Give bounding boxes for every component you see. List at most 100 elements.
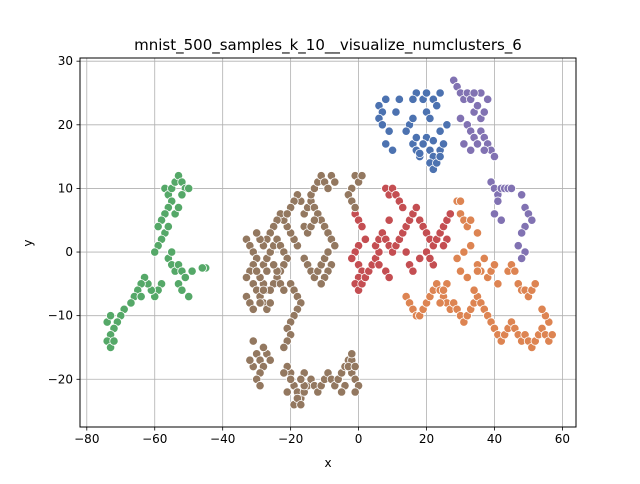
data-point bbox=[411, 132, 421, 143]
data-point bbox=[184, 183, 194, 194]
data-point bbox=[374, 260, 384, 270]
data-point bbox=[510, 266, 520, 276]
data-point bbox=[479, 145, 489, 155]
data-point bbox=[472, 139, 483, 149]
x-tick-label: −60 bbox=[142, 432, 167, 446]
data-point bbox=[408, 113, 418, 124]
data-point bbox=[248, 304, 258, 314]
data-point bbox=[150, 247, 160, 257]
data-point bbox=[445, 209, 455, 219]
data-point bbox=[411, 202, 421, 213]
series-2 bbox=[449, 75, 537, 264]
data-point bbox=[415, 253, 425, 264]
data-point bbox=[265, 298, 275, 308]
data-point bbox=[469, 88, 479, 98]
data-point bbox=[252, 228, 262, 238]
data-point bbox=[262, 266, 272, 276]
data-point bbox=[323, 247, 333, 257]
data-point bbox=[442, 120, 452, 130]
data-point bbox=[421, 88, 432, 98]
data-point bbox=[282, 209, 292, 219]
data-point bbox=[466, 241, 476, 251]
data-point bbox=[387, 145, 398, 155]
data-point bbox=[105, 311, 116, 321]
data-point bbox=[517, 253, 527, 264]
data-point bbox=[438, 241, 449, 251]
data-point bbox=[377, 120, 387, 130]
x-tick-label: −80 bbox=[74, 432, 99, 446]
data-point bbox=[479, 107, 489, 117]
y-tick-label: 20 bbox=[58, 118, 73, 132]
data-point bbox=[459, 139, 469, 149]
data-point bbox=[537, 304, 547, 314]
y-axis-label: y bbox=[21, 239, 35, 246]
data-point bbox=[323, 183, 333, 194]
data-point bbox=[252, 266, 262, 276]
y-tick-label: 30 bbox=[58, 54, 73, 68]
x-tick-label: 60 bbox=[555, 432, 570, 446]
x-tick-label: −20 bbox=[278, 432, 303, 446]
data-point bbox=[316, 279, 326, 289]
data-point bbox=[330, 241, 340, 251]
data-point bbox=[258, 285, 269, 295]
data-point bbox=[336, 387, 347, 397]
data-point bbox=[126, 298, 136, 308]
data-point bbox=[425, 253, 435, 264]
data-point bbox=[347, 253, 357, 264]
data-point bbox=[177, 190, 187, 200]
data-point bbox=[455, 196, 466, 206]
data-point bbox=[381, 139, 391, 149]
data-point bbox=[258, 342, 269, 353]
series-3 bbox=[102, 171, 211, 353]
data-point bbox=[282, 387, 292, 397]
data-point bbox=[432, 101, 442, 111]
data-point bbox=[513, 241, 523, 251]
data-point bbox=[479, 253, 489, 264]
data-point bbox=[438, 285, 449, 295]
ticks-layer: −80 −60 −40 −20 0 20 40 60 −20 −10 0 10 20 30 bbox=[48, 54, 570, 446]
data-point bbox=[279, 368, 289, 378]
data-point bbox=[394, 94, 404, 104]
chart-title: mnist_500_samples_k_10__visualize_numclu… bbox=[134, 36, 522, 55]
data-point bbox=[177, 285, 187, 295]
data-point bbox=[279, 285, 289, 295]
data-point bbox=[452, 253, 462, 264]
x-tick-label: 40 bbox=[487, 432, 502, 446]
y-tick-label: −10 bbox=[48, 309, 73, 323]
data-point bbox=[248, 336, 258, 346]
data-point bbox=[401, 247, 411, 257]
data-point bbox=[547, 330, 557, 340]
y-tick-label: −20 bbox=[48, 372, 73, 386]
data-point bbox=[350, 361, 360, 372]
data-point bbox=[384, 126, 394, 136]
data-point bbox=[357, 171, 367, 181]
data-point bbox=[489, 209, 500, 219]
data-point bbox=[435, 298, 445, 308]
data-point bbox=[255, 298, 265, 308]
data-point bbox=[241, 272, 252, 283]
data-point bbox=[530, 279, 540, 289]
data-point bbox=[197, 263, 207, 273]
data-point bbox=[435, 152, 445, 162]
data-point bbox=[415, 148, 425, 159]
data-point bbox=[398, 202, 408, 213]
data-point bbox=[483, 94, 493, 104]
data-point bbox=[391, 107, 401, 117]
data-point bbox=[381, 94, 391, 104]
data-point bbox=[455, 266, 466, 276]
data-point bbox=[489, 152, 500, 162]
data-point bbox=[469, 285, 479, 295]
data-point bbox=[462, 272, 472, 283]
data-point bbox=[472, 228, 483, 238]
x-tick-label: 0 bbox=[355, 432, 363, 446]
data-point bbox=[493, 279, 503, 289]
series-4 bbox=[347, 183, 455, 295]
x-tick-label: −40 bbox=[210, 432, 235, 446]
data-point bbox=[153, 221, 163, 232]
data-point bbox=[360, 234, 370, 244]
data-point bbox=[472, 266, 483, 276]
data-point bbox=[136, 291, 146, 302]
